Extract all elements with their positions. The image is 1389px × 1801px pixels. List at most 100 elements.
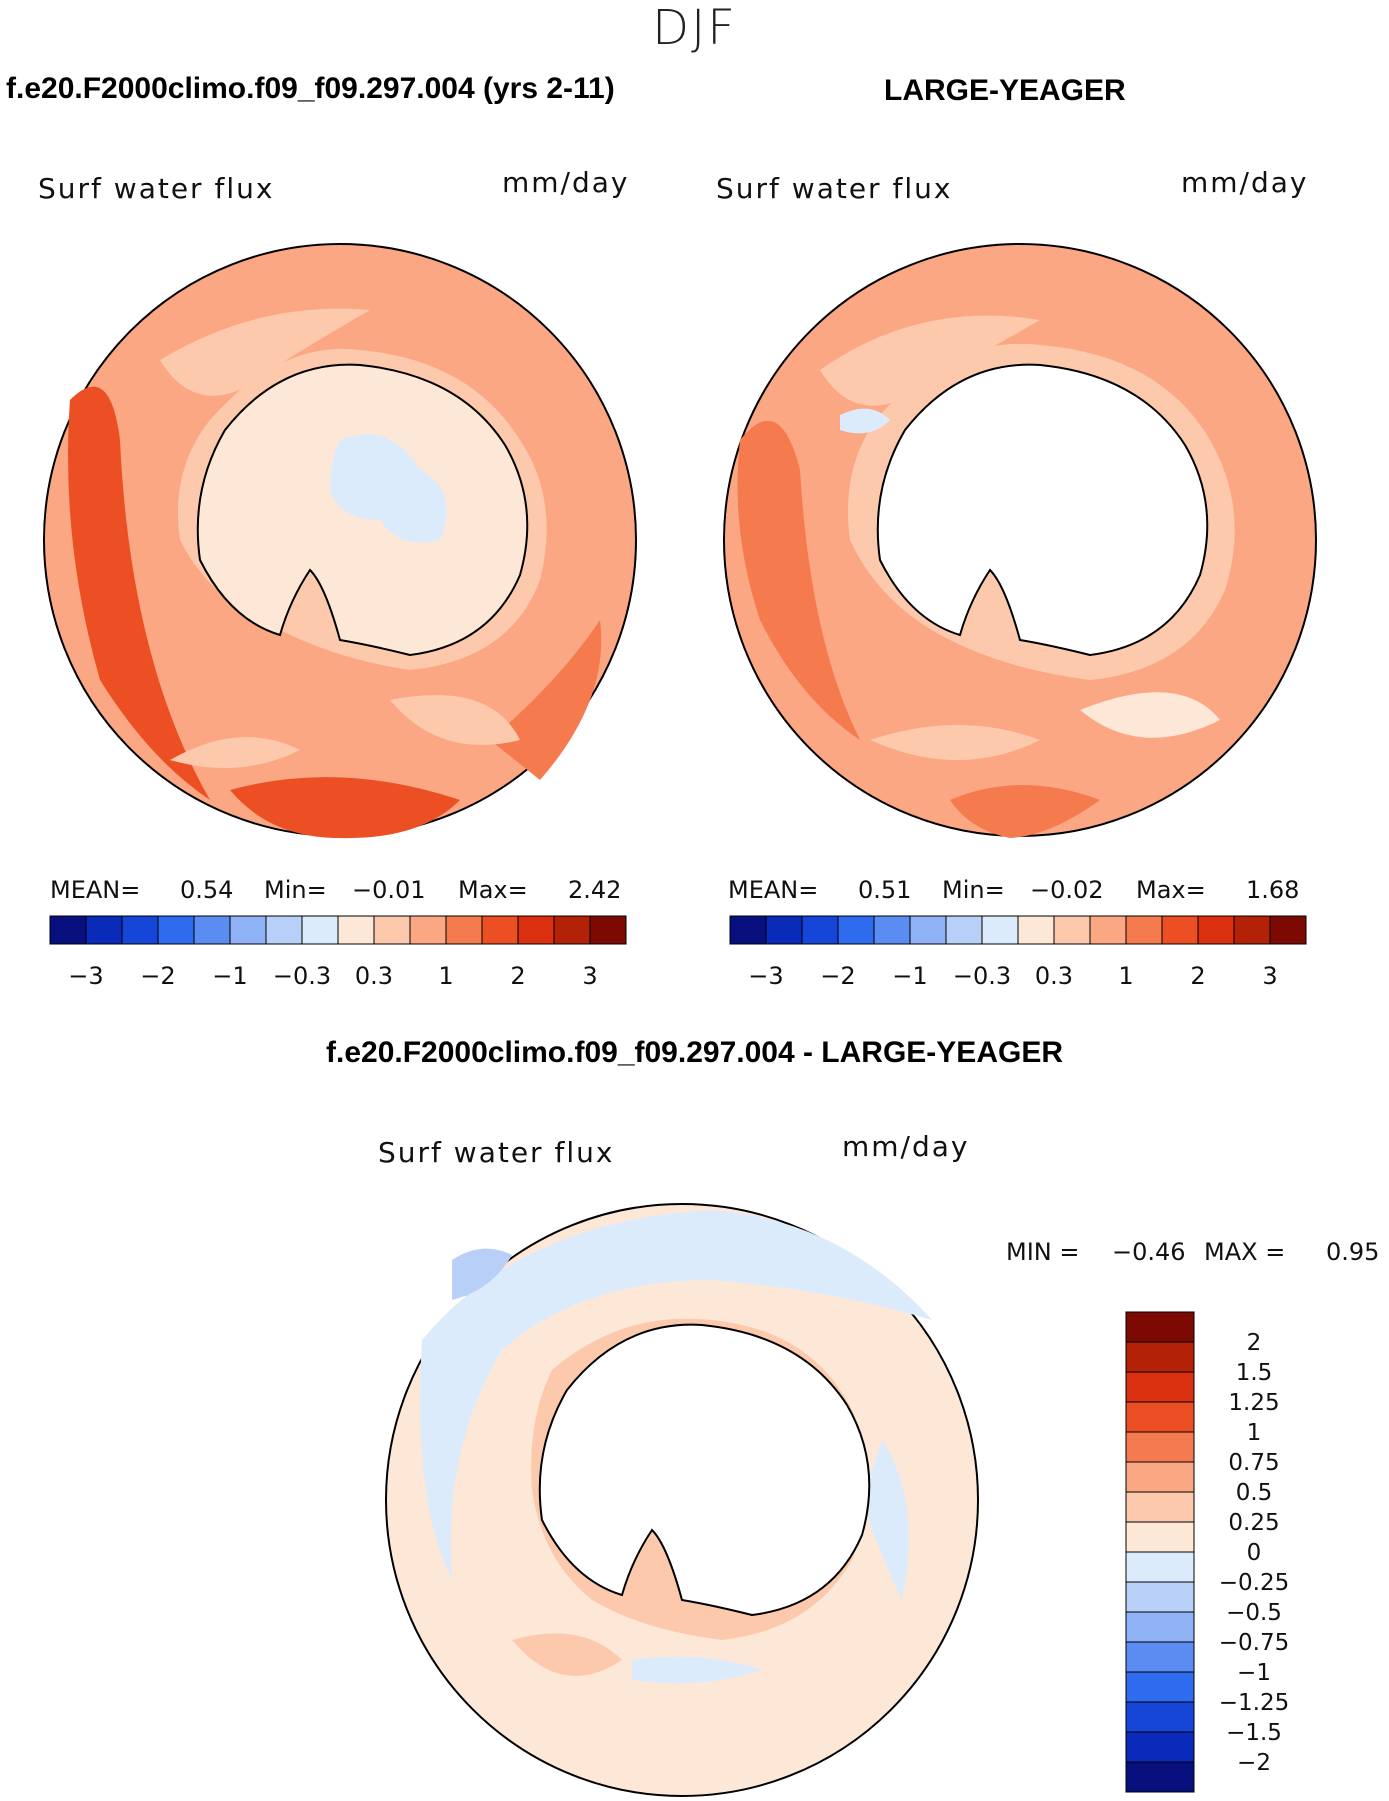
map-negative-band <box>862 1440 909 1600</box>
colorbar-swatch <box>873 915 911 945</box>
colorbar-swatch <box>337 915 375 945</box>
colorbar-tick-label: −1 <box>212 962 247 990</box>
panel1-min-label: Min= <box>264 876 327 904</box>
colorbar-swatch <box>1269 915 1307 945</box>
colorbar-swatch <box>589 915 627 945</box>
colorbar-swatch <box>1125 1461 1195 1493</box>
colorbar-tick-label: 3 <box>1262 962 1277 990</box>
colorbar-tick-label: −0.25 <box>1219 1570 1289 1596</box>
colorbar-tick-label: 2 <box>510 962 525 990</box>
colorbar-tick-label: −0.3 <box>273 962 331 990</box>
colorbar-swatch <box>1125 915 1163 945</box>
colorbar-swatch <box>909 915 947 945</box>
colorbar-tick-label: −1.5 <box>1226 1720 1282 1746</box>
colorbar-swatch <box>837 915 875 945</box>
panel2-colorbar: −3 −2 −1 −0.3 0.3 1 2 3 <box>728 914 1308 999</box>
panel1-min-value: −0.01 <box>352 876 426 904</box>
colorbar-tick-label: 0.3 <box>355 962 393 990</box>
colorbar-svg: −3 −2 −1 −0.3 0.3 1 2 3 <box>729 915 1307 990</box>
colorbar-swatch <box>1053 915 1091 945</box>
colorbar-swatch <box>301 915 339 945</box>
map-light-band <box>390 695 520 745</box>
colorbar-swatch <box>945 915 983 945</box>
map-light-band <box>870 725 1040 760</box>
colorbar-tick-label: −2 <box>820 962 855 990</box>
panel1-units-label: mm/day <box>502 166 630 199</box>
colorbar-swatch <box>1125 1611 1195 1643</box>
colorbar-swatch <box>1233 915 1271 945</box>
map-warm-band <box>737 420 860 740</box>
panel1-title: f.e20.F2000climo.f09_f09.297.004 (yrs 2-… <box>6 72 615 105</box>
colorbar-tick-label: −0.75 <box>1219 1630 1289 1656</box>
antarctica-landmass <box>538 1323 871 1617</box>
panel1-max-value: 2.42 <box>568 876 622 904</box>
colorbar-swatch <box>445 915 483 945</box>
colorbar-tick-label: 0.3 <box>1035 962 1073 990</box>
colorbar-tick-label: 1.5 <box>1236 1360 1273 1386</box>
colorbar-tick-label: −2 <box>140 962 175 990</box>
colorbar-tick-label: −3 <box>748 962 783 990</box>
panel2-max-label: Max= <box>1136 876 1206 904</box>
colorbar-swatch <box>1125 1731 1195 1763</box>
panel2-variable-label: Surf water flux <box>716 172 953 205</box>
colorbar-swatch <box>1089 915 1127 945</box>
colorbar-svg: −3 −2 −1 −0.3 0.3 1 2 3 <box>49 915 627 990</box>
colorbar-tick-label: 2 <box>1190 962 1205 990</box>
colorbar-swatch <box>121 915 159 945</box>
season-title: DJF <box>652 0 737 56</box>
colorbar-swatch <box>981 915 1019 945</box>
colorbar-swatch <box>517 915 555 945</box>
panel2-mean-value: 0.51 <box>858 876 912 904</box>
colorbar-swatch <box>1125 1521 1195 1553</box>
map-positive-band <box>512 1633 622 1676</box>
diff-title: f.e20.F2000climo.f09_f09.297.004 - LARGE… <box>326 1036 1063 1069</box>
panel2-min-value: −0.02 <box>1030 876 1104 904</box>
map-light-band <box>170 737 300 768</box>
diff-variable-label: Surf water flux <box>378 1136 615 1169</box>
diff-max-label: MAX = <box>1204 1238 1286 1266</box>
colorbar-swatch <box>1125 1311 1195 1343</box>
colorbar-swatch <box>1125 1581 1195 1613</box>
colorbar-swatch <box>1125 1701 1195 1733</box>
colorbar-tick-label: −3 <box>68 962 103 990</box>
colorbar-swatch <box>229 915 267 945</box>
colorbar-swatch <box>553 915 591 945</box>
diff-colorbar: 2 1.5 1.25 1 0.75 0.5 0.25 0 −0.25 −0.5 −0.75 −1 −1.… <box>1124 1310 1304 1801</box>
panel2-mean-label: MEAN= <box>728 876 819 904</box>
diff-min-value: −0.46 <box>1112 1238 1186 1266</box>
colorbar-swatch <box>49 915 87 945</box>
colorbar-tick-label: −1.25 <box>1219 1690 1289 1716</box>
panel1-map <box>43 243 637 839</box>
panel1-variable-label: Surf water flux <box>38 172 275 205</box>
colorbar-swatch <box>765 915 803 945</box>
panel1-mean-label: MEAN= <box>50 876 141 904</box>
colorbar-swatch <box>801 915 839 945</box>
colorbar-swatch <box>1197 915 1235 945</box>
map-negative-band <box>452 1248 512 1300</box>
colorbar-tick-label: −1 <box>1237 1660 1271 1686</box>
colorbar-swatch <box>265 915 303 945</box>
colorbar-swatch <box>1125 1671 1195 1703</box>
map-warm-band <box>950 785 1100 838</box>
colorbar-tick-label: −0.5 <box>1226 1600 1282 1626</box>
colorbar-tick-label: 1 <box>438 962 453 990</box>
colorbar-tick-label: 2 <box>1247 1330 1262 1356</box>
diff-units-label: mm/day <box>842 1130 970 1163</box>
colorbar-tick-label: −1 <box>892 962 927 990</box>
colorbar-tick-label: 1 <box>1247 1420 1262 1446</box>
colorbar-swatch <box>1125 1551 1195 1583</box>
colorbar-swatch <box>157 915 195 945</box>
colorbar-swatch <box>85 915 123 945</box>
colorbar-tick-label: 0.75 <box>1228 1450 1279 1476</box>
map-light-band <box>1080 692 1220 738</box>
antarctic-plateau-field <box>330 434 447 543</box>
colorbar-swatch <box>1125 1431 1195 1463</box>
map-light-band <box>160 308 370 396</box>
colorbar-tick-label: −2 <box>1237 1750 1271 1776</box>
panel2-map <box>723 243 1317 838</box>
antarctica-landmass <box>876 363 1209 657</box>
diff-max-value: 0.95 <box>1326 1238 1380 1266</box>
colorbar-svg: 2 1.5 1.25 1 0.75 0.5 0.25 0 −0.25 −0.5 −0.75 −1 −1.… <box>1125 1311 1289 1793</box>
map-negative-band <box>420 1210 932 1580</box>
colorbar-tick-label: 0.5 <box>1236 1480 1273 1506</box>
